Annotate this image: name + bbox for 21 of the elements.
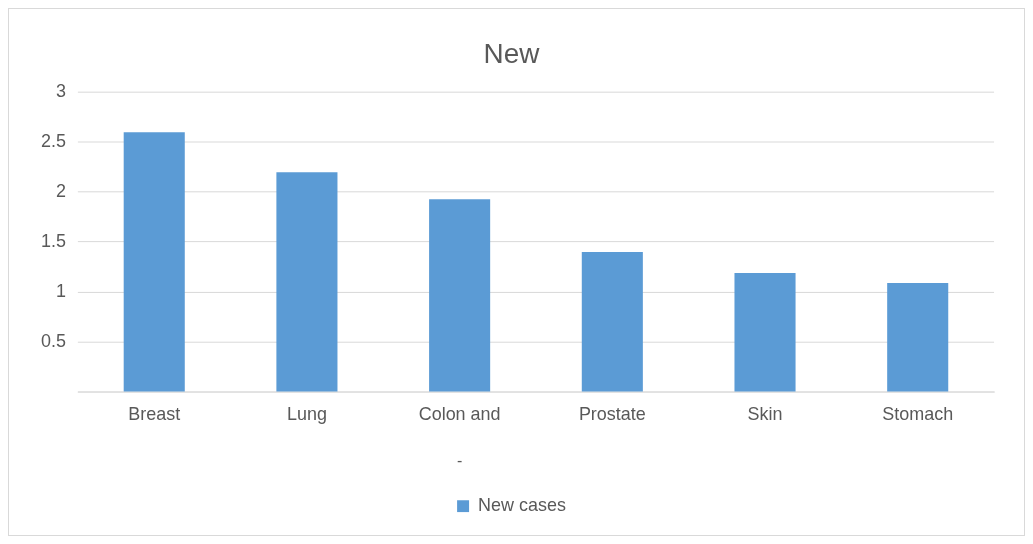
x-tick-label: Skin [747, 403, 783, 424]
x-tick-label: Stomach [882, 403, 954, 424]
y-tick-label: 0.5 [40, 330, 66, 351]
x-tick-label: Lung [286, 403, 327, 424]
bar [429, 199, 491, 392]
x-tick-label: Prostate [578, 403, 646, 424]
x-tick-label: Colon and [418, 403, 501, 424]
bar [887, 283, 949, 392]
legend-label: New cases [478, 495, 566, 516]
chart-title: New [483, 38, 541, 70]
y-tick-label: 1.5 [40, 231, 66, 252]
bar [734, 273, 796, 392]
bar [276, 172, 338, 392]
y-tick-label: 2 [55, 181, 66, 202]
y-tick-label: 3 [55, 81, 66, 102]
text: - [456, 452, 463, 470]
bar [581, 252, 643, 392]
y-tick-label: 1 [55, 281, 66, 301]
bar [123, 132, 185, 392]
y-tick-label: 2.5 [40, 131, 66, 152]
x-tick-label: Breast [128, 403, 181, 424]
